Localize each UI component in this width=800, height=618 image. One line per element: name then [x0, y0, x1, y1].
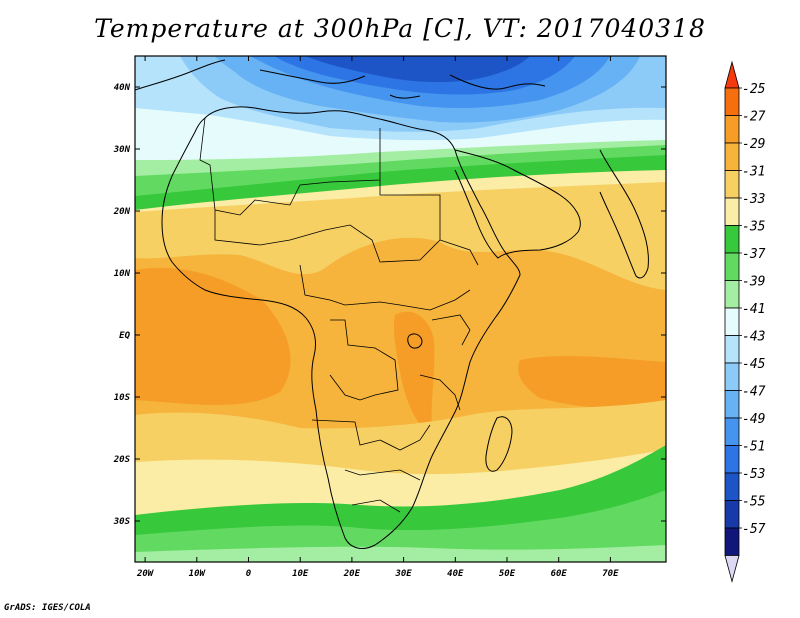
lon-label: 40E: [447, 569, 464, 579]
warm-patch-lakes: [393, 311, 435, 431]
border-sahara-w: [199, 117, 381, 216]
legend-swatch: [724, 87, 740, 116]
lon-label: 10W: [189, 569, 207, 579]
border-central: [299, 264, 471, 311]
legend-swatch: [724, 362, 740, 391]
legend-swatch: [724, 335, 740, 364]
map-title: Temperature at 300hPa [C], VT: 201704031…: [94, 14, 706, 43]
credit-text: GrADS: IGES/COLA: [4, 603, 91, 613]
lon-label: 50E: [499, 569, 516, 579]
legend-swatch: [724, 445, 740, 474]
warm-patch-west: [135, 267, 291, 405]
legend-label: -53: [742, 467, 765, 482]
warm-patch-east: [518, 356, 666, 409]
legend-swatch: [724, 197, 740, 226]
lon-label: 20W: [136, 569, 155, 579]
band-39-south: [135, 490, 666, 562]
legend-label: -39: [742, 275, 765, 290]
country-borders: [199, 117, 479, 513]
europe-coastline: [135, 59, 546, 99]
band-55: [305, 56, 530, 83]
temperature-field: [135, 56, 666, 562]
lat-label: 30S: [113, 517, 131, 527]
legend-label: -29: [742, 137, 765, 152]
lon-label: 10E: [292, 569, 309, 579]
lat-label: 30N: [113, 145, 131, 155]
legend-label: -41: [742, 302, 765, 317]
arabia-coastline: [454, 149, 581, 259]
legend-swatch: [724, 417, 740, 446]
border-sahara-e: [379, 180, 479, 266]
legend-label: -35: [742, 220, 766, 235]
lat-label: EQ: [119, 331, 130, 341]
legend-label: -25: [742, 82, 766, 97]
lat-label: 20N: [113, 207, 131, 217]
legend-label: -57: [742, 522, 766, 537]
lon-label: 60E: [551, 569, 568, 579]
lat-label: 10S: [114, 393, 131, 403]
lon-label: 30E: [394, 569, 412, 579]
legend-label: -27: [742, 110, 766, 125]
legend-swatch: [724, 280, 740, 309]
legend-label: -45: [742, 357, 766, 372]
legend-label: -49: [742, 412, 765, 427]
legend-swatch: [724, 307, 740, 336]
legend-swatch: [724, 472, 740, 501]
band-41-south: [135, 545, 666, 562]
legend-label: -37: [742, 247, 766, 262]
legend-label: -33: [742, 192, 765, 207]
legend-swatch: [724, 225, 740, 254]
lat-label: 20S: [113, 455, 131, 465]
legend-swatch: [724, 527, 740, 556]
legend-swatch: [724, 142, 740, 171]
legend-label: -31: [742, 165, 765, 180]
lon-label: 20E: [343, 569, 361, 579]
legend-swatch: [724, 252, 740, 281]
lon-label: 70E: [602, 569, 619, 579]
legend-arrow-top: [724, 60, 740, 89]
lon-label: 0: [246, 569, 252, 579]
border-east: [419, 314, 471, 411]
madagascar-coastline: [485, 416, 513, 472]
border-south: [311, 419, 431, 513]
legend-arrow-bottom: [724, 555, 740, 584]
legend-swatch: [724, 115, 740, 144]
coastlines: [135, 59, 649, 549]
legend-label: -47: [742, 385, 766, 400]
color-legend: [724, 60, 742, 584]
legend-swatch: [724, 170, 740, 199]
legend-swatch: [724, 500, 740, 529]
plot-frame: [134, 55, 667, 563]
legend-swatch: [724, 390, 740, 419]
lat-label: 10N: [114, 269, 131, 279]
border-congo: [329, 319, 399, 401]
lake-victoria: [407, 333, 423, 349]
africa-coastline: [161, 106, 521, 549]
lat-axis: 40N 30N 20N 10N EQ 10S 20S 30S: [113, 83, 131, 527]
legend-label: -43: [742, 330, 765, 345]
legend-label: -51: [742, 440, 765, 455]
color-legend-labels: -25 -27 -29 -31 -33 -35 -37 -39 -41 -43 …: [742, 82, 766, 537]
lon-axis: 20W 10W 0 10E 20E 30E 40E 50E 60E 70E: [136, 569, 619, 579]
border-sahel: [214, 210, 441, 263]
india-coastline: [599, 149, 649, 279]
axis-ticks: [135, 56, 666, 562]
lat-label: 40N: [114, 83, 131, 93]
legend-label: -55: [742, 495, 766, 510]
